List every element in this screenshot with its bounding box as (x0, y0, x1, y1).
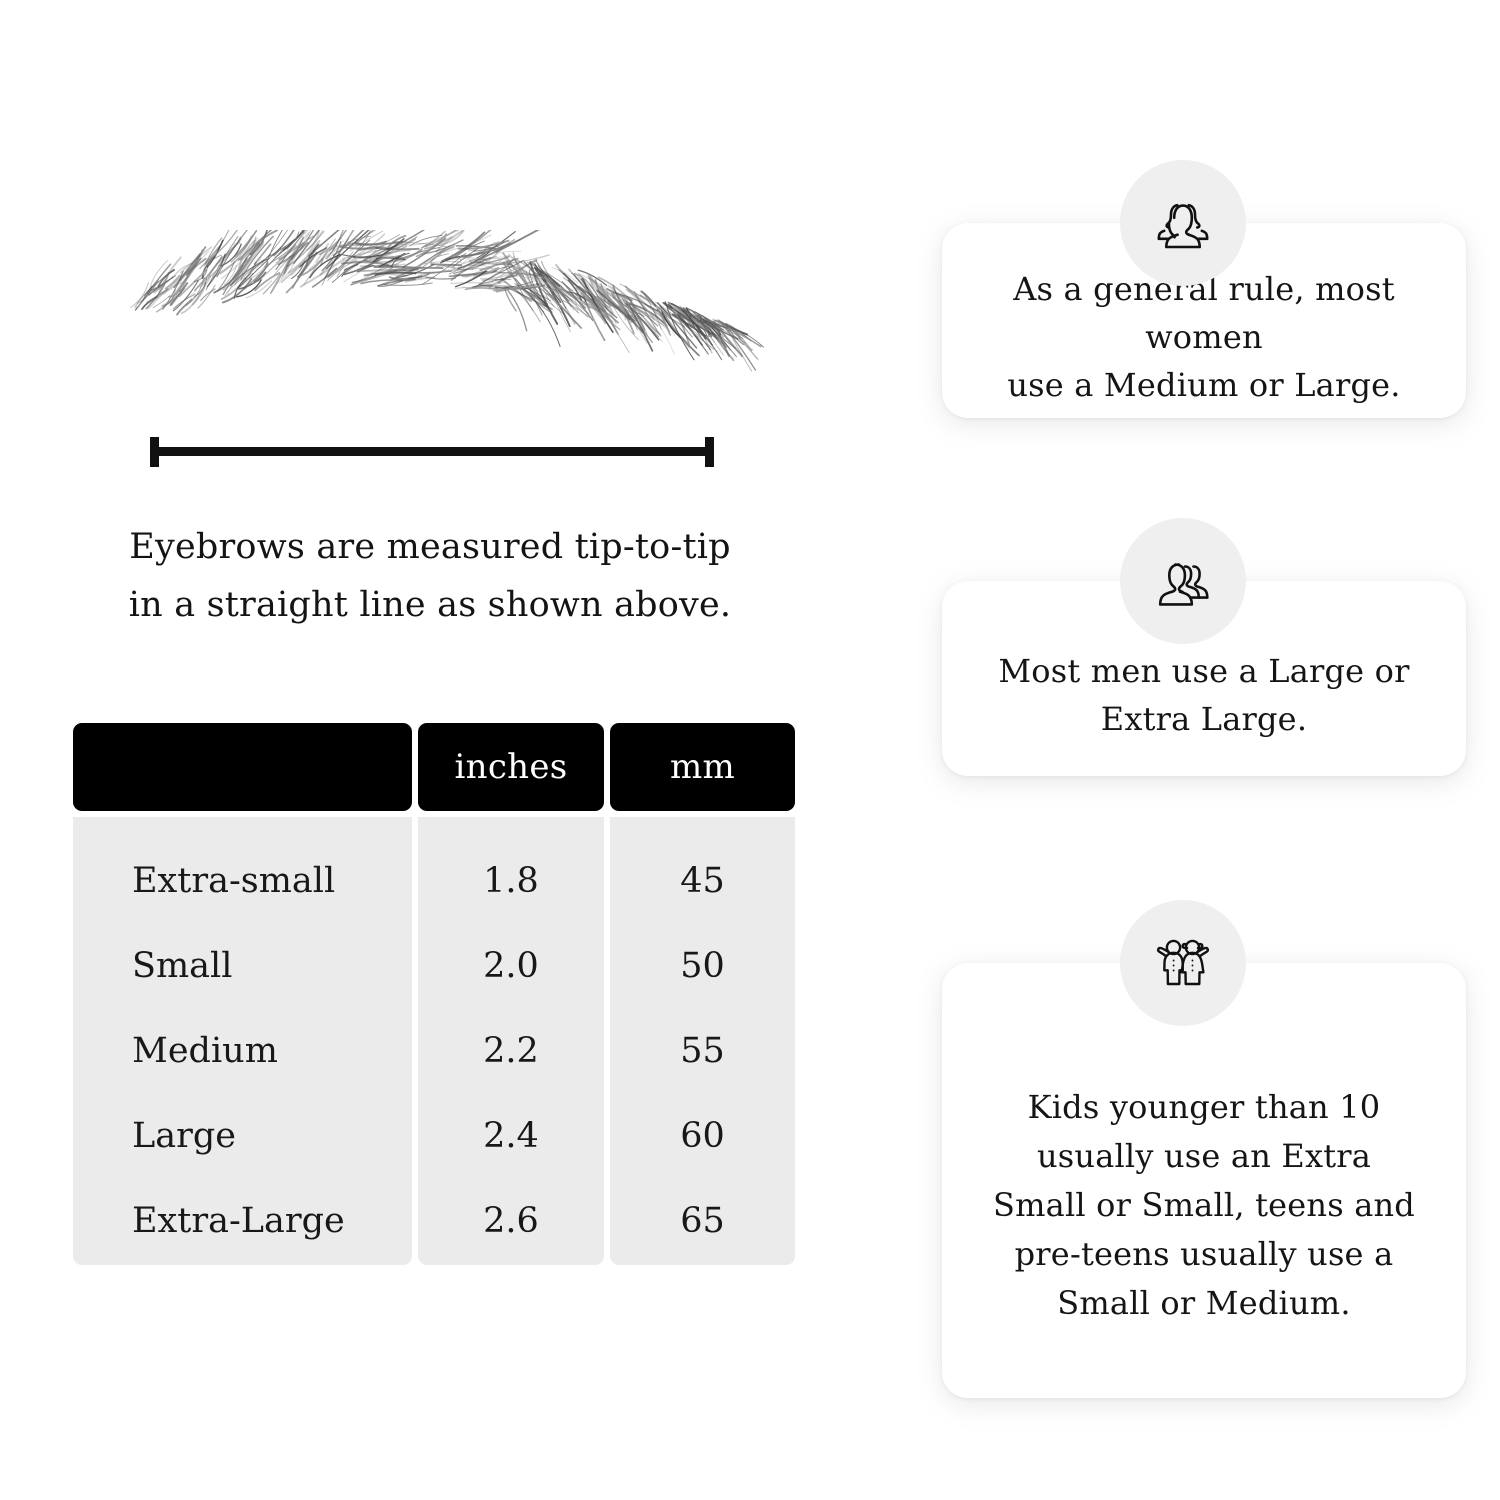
table-row: 1.8 (483, 861, 539, 901)
table-body: Extra-small Small Medium Large Extra-Lar… (73, 817, 795, 1265)
size-chart-table: inches mm Extra-small Small Medium Large… (73, 723, 795, 1265)
tip-text-women: As a general rule, most women use a Medi… (976, 265, 1432, 409)
table-row: 50 (680, 946, 725, 986)
tip-line: Most men use a Large or (998, 651, 1410, 690)
caption-line-2: in a straight line as shown above. (128, 585, 732, 625)
table-row: 55 (680, 1031, 725, 1071)
table-header-cell-name (73, 723, 412, 811)
table-row: 60 (680, 1116, 725, 1156)
tip-line: usually use an Extra (1036, 1137, 1372, 1175)
table-row: 2.2 (483, 1031, 539, 1071)
table-row: 2.0 (483, 946, 539, 986)
tip-text-kids: Kids younger than 10 usually use an Extr… (993, 1083, 1415, 1328)
table-column-mm: 45 50 55 60 65 (610, 817, 795, 1265)
measurement-bar-icon (150, 437, 714, 471)
eyebrow-illustration (110, 230, 770, 430)
tip-line: Small or Small, teens and (993, 1186, 1415, 1224)
table-header-row: inches mm (73, 723, 795, 811)
table-row: 2.6 (483, 1201, 539, 1241)
table-row: 45 (680, 861, 725, 901)
table-row: Extra-Large (132, 1201, 345, 1241)
measurement-caption: Eyebrows are measured tip-to-tip in a st… (60, 518, 800, 634)
table-row: 65 (680, 1201, 725, 1241)
table-column-inches: 1.8 2.0 2.2 2.4 2.6 (418, 817, 604, 1265)
table-row: 2.4 (483, 1116, 539, 1156)
tip-line: Extra Large. (1100, 699, 1308, 738)
table-header-cell-mm: mm (610, 723, 795, 811)
sizing-tips-panel: As a general rule, most women use a Medi… (830, 0, 1500, 1500)
women-group-icon (1120, 160, 1246, 286)
tip-line: use a Medium or Large. (1007, 365, 1401, 404)
tip-line: Small or Medium. (1057, 1284, 1351, 1322)
eyebrow-size-panel: Eyebrows are measured tip-to-tip in a st… (60, 230, 800, 1265)
kids-icon (1120, 900, 1246, 1026)
table-header-cell-inches: inches (418, 723, 604, 811)
table-row: Medium (132, 1031, 278, 1071)
tip-text-men: Most men use a Large or Extra Large. (998, 647, 1409, 743)
table-row: Extra-small (132, 861, 336, 901)
caption-line-1: Eyebrows are measured tip-to-tip (129, 527, 731, 567)
table-column-name: Extra-small Small Medium Large Extra-Lar… (73, 817, 412, 1265)
tip-card-body-kids: Kids younger than 10 usually use an Extr… (942, 963, 1466, 1398)
table-row: Small (132, 946, 233, 986)
table-row: Large (132, 1116, 236, 1156)
men-group-icon (1120, 518, 1246, 644)
tip-line: Kids younger than 10 (1027, 1088, 1381, 1126)
tip-line: pre-teens usually use a (1014, 1235, 1394, 1273)
